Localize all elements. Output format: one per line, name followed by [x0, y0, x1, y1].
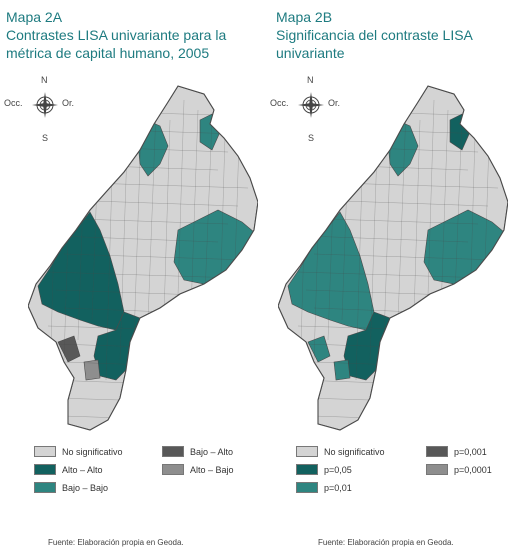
legend-item-alto-alto: Alto – Alto — [34, 464, 103, 475]
district-boundary — [297, 109, 499, 117]
cluster-region — [307, 335, 331, 363]
legend-item-bajo-bajo: Bajo – Bajo — [34, 482, 108, 493]
district-boundary — [55, 235, 219, 243]
compass-west-label: Occ. — [270, 98, 289, 108]
cluster-region — [83, 359, 101, 381]
district-boundary — [47, 271, 239, 279]
legend-swatch — [162, 446, 184, 457]
legend-label: No significativo — [324, 446, 385, 457]
legend-item-p005: p=0,05 — [296, 464, 352, 475]
legend-item-bajo-alto: Bajo – Alto — [162, 446, 233, 457]
legend-swatch — [34, 464, 56, 475]
compass-south-label: S — [308, 133, 315, 143]
district-boundary — [397, 109, 407, 321]
legend-swatch — [426, 464, 448, 475]
legend-swatch — [296, 446, 318, 457]
legend-swatch — [34, 482, 56, 493]
legend-label: Alto – Bajo — [190, 464, 234, 475]
legend-swatch — [34, 446, 56, 457]
source-note: Fuente: Elaboración propia en Geoda. — [48, 538, 184, 547]
city-border — [28, 85, 258, 431]
map-panel-2a: Mapa 2A Contrastes LISA univariante para… — [4, 9, 258, 547]
map-label: Mapa 2B — [276, 9, 333, 25]
lisa-cluster-map — [28, 85, 258, 431]
city-border — [278, 85, 508, 431]
compass-east-label: Or. — [328, 98, 341, 108]
source-note: Fuente: Elaboración propia en Geoda. — [318, 538, 454, 547]
legend-label: p=0,001 — [454, 446, 487, 457]
legend-swatch — [426, 446, 448, 457]
legend-swatch — [162, 464, 184, 475]
legend-label: p=0,01 — [324, 482, 352, 493]
legend-label: No significativo — [62, 446, 123, 457]
map-label: Mapa 2A — [6, 9, 63, 25]
district-boundary — [313, 253, 499, 261]
compass-south-label: S — [42, 133, 49, 143]
legend-item-p001: p=0,01 — [296, 482, 352, 493]
district-boundary — [297, 271, 489, 279]
legend-item-alto-bajo: Alto – Bajo — [162, 464, 234, 475]
compass-star-icon — [32, 92, 58, 118]
legend-label: Alto – Alto — [62, 464, 103, 475]
compass-rose: N Occ. Or. S — [4, 75, 84, 148]
map-panel-2b: Mapa 2B Significancia del contraste LISA… — [266, 0, 532, 553]
legend-item-p00001: p=0,0001 — [426, 464, 492, 475]
map-title: Contrastes LISA univariante para la métr… — [6, 27, 227, 61]
compass-rose: N Occ. Or. S — [270, 75, 350, 148]
legend-item-no-significativo: No significativo — [296, 446, 385, 457]
legend-label: Bajo – Bajo — [62, 482, 109, 493]
legend-item-no-significativo: No significativo — [34, 446, 123, 457]
legend-swatch — [296, 482, 318, 493]
cluster-region — [333, 359, 351, 381]
legend-item-p0001: p=0,001 — [426, 446, 487, 457]
legend-label: Bajo – Alto — [190, 446, 234, 457]
legend-swatch — [296, 464, 318, 475]
compass-north-label: N — [41, 75, 48, 85]
district-boundary — [147, 109, 157, 321]
lisa-significance-map — [278, 85, 508, 431]
district-boundary — [63, 253, 249, 261]
district-boundary — [305, 235, 469, 243]
legend-label: p=0,0001 — [454, 464, 492, 475]
compass-north-label: N — [307, 75, 314, 85]
district-boundary — [47, 109, 249, 117]
compass-west-label: Occ. — [4, 98, 23, 108]
cluster-region — [57, 335, 81, 363]
map-title: Significancia del contraste LISA univari… — [276, 27, 473, 61]
legend-label: p=0,05 — [324, 464, 352, 475]
compass-star-icon — [298, 92, 324, 118]
compass-east-label: Or. — [62, 98, 75, 108]
